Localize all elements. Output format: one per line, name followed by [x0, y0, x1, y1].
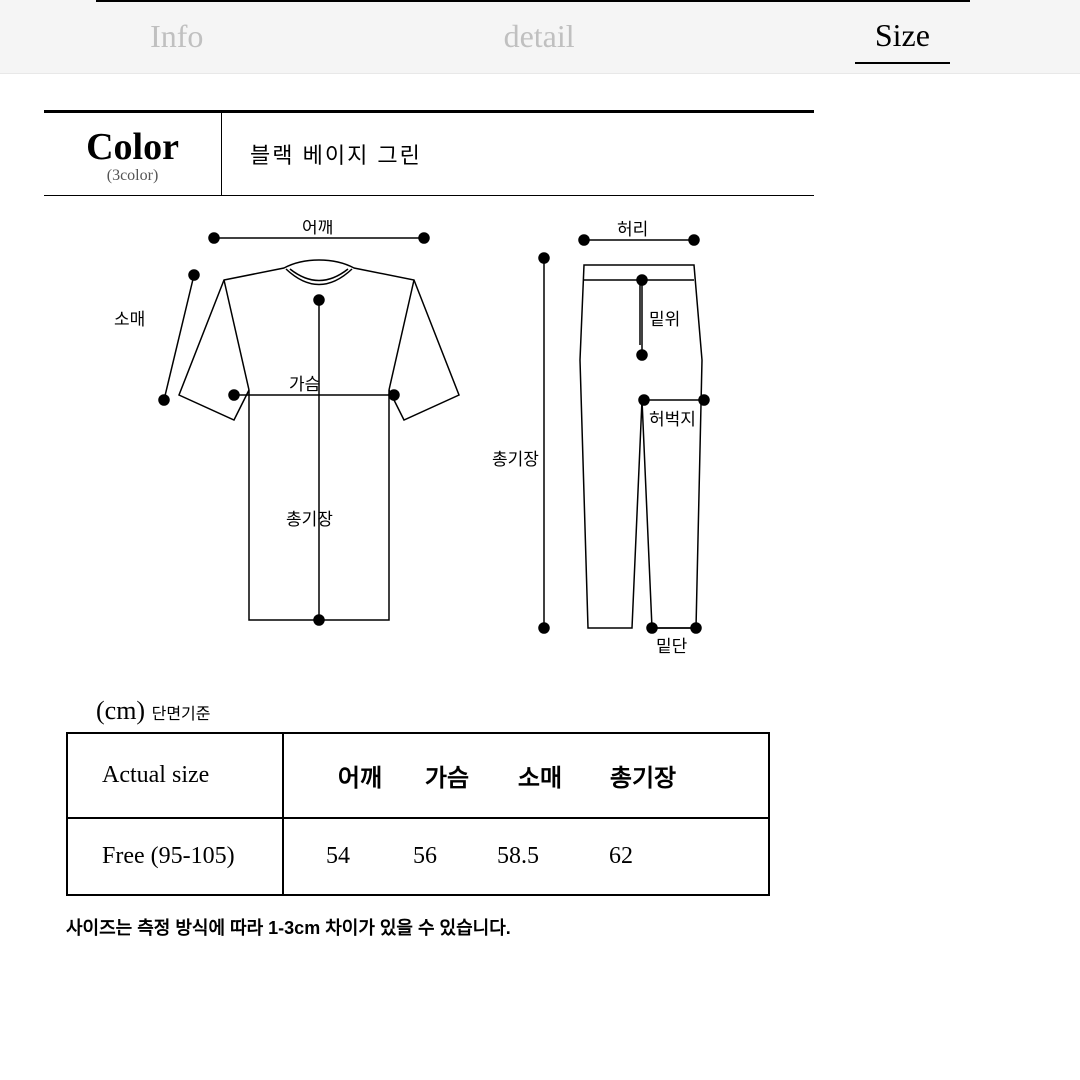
measurement-diagram: 어깨 소매 가슴 총기장 — [74, 220, 1036, 660]
size-caption: (cm) 단면기준 — [96, 696, 1036, 726]
col-3: 총기장 — [588, 758, 698, 793]
val-1: 56 — [380, 843, 470, 870]
content-area: Color (3color) 블랙 베이지 그린 — [0, 74, 1080, 940]
color-subtitle: (3color) — [44, 167, 221, 185]
val-0: 54 — [296, 843, 380, 870]
label-length-pants: 총기장 — [492, 450, 539, 469]
size-table: Actual size 어깨가슴소매총기장 Free (95-105) 5456… — [66, 732, 770, 896]
header-actual-size: Actual size — [67, 733, 283, 818]
label-length-shirt: 총기장 — [286, 510, 333, 529]
color-title: Color — [44, 125, 221, 169]
size-caption-note: 단면기준 — [152, 706, 211, 723]
label-hem: 밑단 — [656, 637, 688, 656]
color-heading: Color (3color) — [44, 113, 222, 195]
label-chest: 가슴 — [289, 375, 320, 394]
color-section: Color (3color) 블랙 베이지 그린 — [44, 110, 814, 196]
table-row: Free (95-105) 545658.562 — [67, 818, 769, 895]
col-2: 소매 — [492, 758, 588, 793]
label-rise: 밑위 — [649, 310, 680, 329]
val-3: 62 — [566, 843, 676, 870]
label-shoulder: 어깨 — [302, 220, 333, 237]
tab-bar: Info detail Size — [0, 0, 1080, 74]
tab-size[interactable]: Size — [855, 9, 950, 64]
tab-info[interactable]: Info — [130, 10, 223, 63]
size-unit: (cm) — [96, 696, 145, 725]
row-values: 545658.562 — [283, 818, 769, 895]
color-values: 블랙 베이지 그린 — [222, 113, 814, 195]
val-2: 58.5 — [470, 843, 566, 870]
col-1: 가슴 — [402, 758, 492, 793]
table-header-row: Actual size 어깨가슴소매총기장 — [67, 733, 769, 818]
label-waist: 허리 — [617, 220, 648, 239]
label-thigh: 허벅지 — [649, 410, 696, 429]
header-columns: 어깨가슴소매총기장 — [283, 733, 769, 818]
label-sleeve: 소매 — [114, 310, 145, 329]
col-0: 어깨 — [318, 758, 402, 793]
row-label: Free (95-105) — [67, 818, 283, 895]
tab-detail[interactable]: detail — [484, 10, 595, 63]
size-footnote: 사이즈는 측정 방식에 따라 1-3cm 차이가 있을 수 있습니다. — [66, 914, 1036, 940]
